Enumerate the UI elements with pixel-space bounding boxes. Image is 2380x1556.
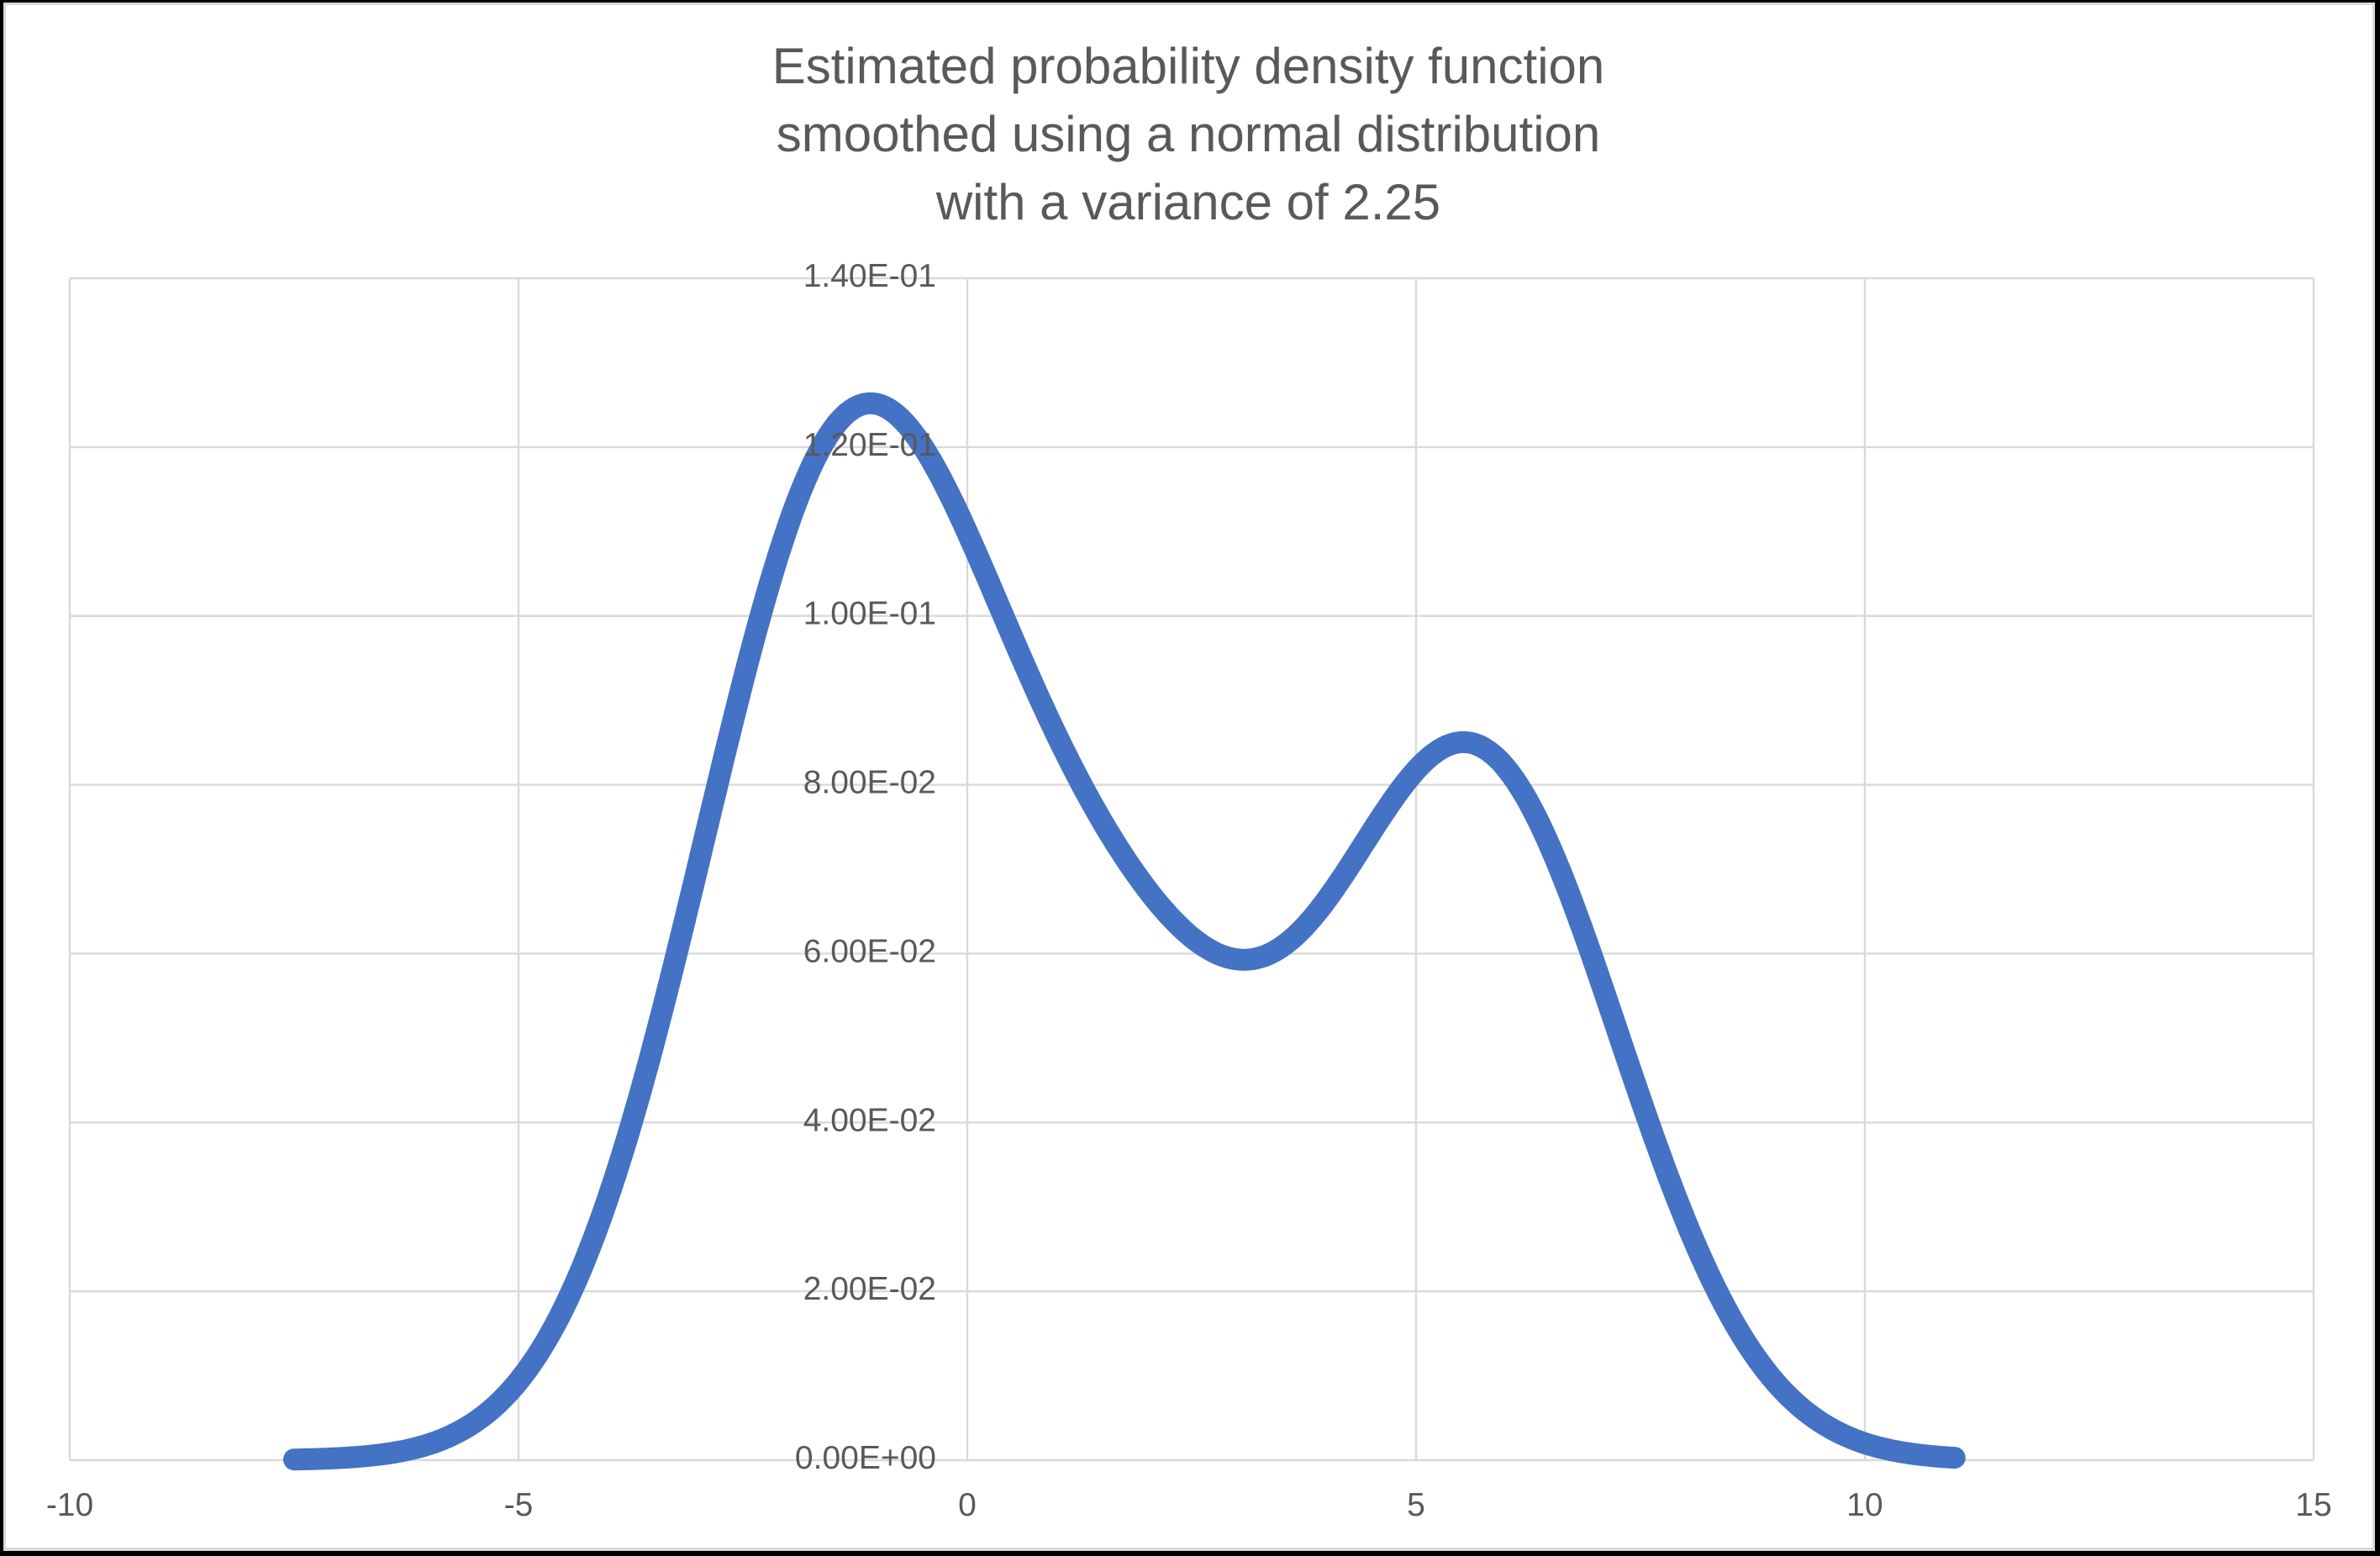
svg-text:-10: -10 [46, 1487, 93, 1523]
svg-text:1.40E-01: 1.40E-01 [803, 258, 936, 294]
svg-text:2.00E-02: 2.00E-02 [803, 1271, 936, 1307]
svg-text:6.00E-02: 6.00E-02 [803, 933, 936, 969]
svg-text:with a variance of 2.25: with a variance of 2.25 [935, 174, 1440, 230]
svg-text:5: 5 [1407, 1487, 1425, 1523]
svg-text:Estimated probability density: Estimated probability density function [772, 38, 1605, 94]
svg-text:smoothed using a normal distri: smoothed using a normal distribution [777, 106, 1601, 162]
svg-text:0.00E+00: 0.00E+00 [795, 1440, 936, 1476]
svg-text:10: 10 [1846, 1487, 1882, 1523]
svg-text:4.00E-02: 4.00E-02 [803, 1102, 936, 1138]
svg-text:1.20E-01: 1.20E-01 [803, 427, 936, 463]
svg-text:1.00E-01: 1.00E-01 [803, 596, 936, 632]
svg-text:15: 15 [2295, 1487, 2331, 1523]
svg-text:-5: -5 [504, 1487, 534, 1523]
svg-text:0: 0 [958, 1487, 977, 1523]
svg-text:8.00E-02: 8.00E-02 [803, 765, 936, 801]
